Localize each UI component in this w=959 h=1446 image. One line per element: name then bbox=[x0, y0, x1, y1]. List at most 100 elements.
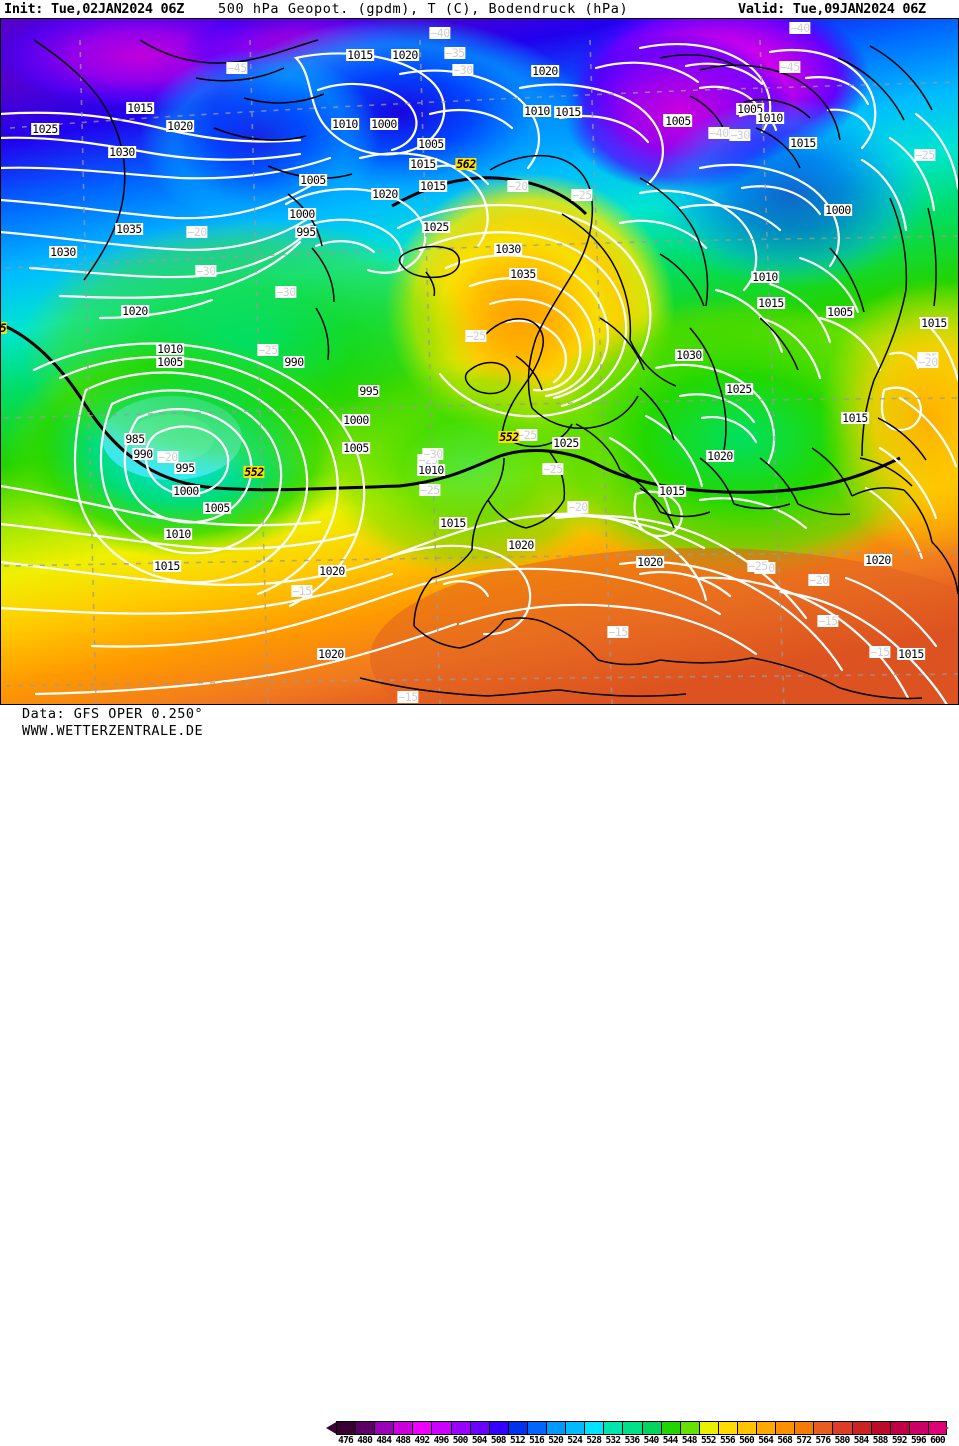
chart-header: Init: Tue,02JAN2024 06Z 500 hPa Geopot. … bbox=[0, 0, 959, 18]
colorbar-swatch bbox=[679, 1421, 699, 1435]
colorbar-tick: 584 bbox=[853, 1435, 870, 1446]
colorbar-tick: 516 bbox=[529, 1435, 545, 1446]
colorbar-tick: 492 bbox=[414, 1435, 431, 1446]
isobar-label: 1035 bbox=[115, 222, 143, 236]
colorbar-tick: 556 bbox=[720, 1435, 736, 1446]
colorbar-tick: 520 bbox=[548, 1435, 564, 1446]
colorbar-swatch bbox=[660, 1421, 680, 1435]
colorbar-swatch bbox=[813, 1421, 833, 1435]
temperature-label: −25 bbox=[465, 329, 487, 343]
isobar-label: 1020 bbox=[636, 555, 664, 569]
colorbar-swatch bbox=[908, 1421, 928, 1435]
isobar-label: 1020 bbox=[318, 564, 346, 578]
temperature-label: −15 bbox=[607, 625, 629, 639]
isobar-label: 995 bbox=[174, 461, 196, 475]
colorbar-swatch bbox=[526, 1421, 547, 1435]
colorbar-high-arrow bbox=[935, 1421, 949, 1435]
temperature-label: −30 bbox=[422, 447, 444, 461]
isobar-label: 1015 bbox=[153, 559, 181, 573]
temperature-label: −40 bbox=[429, 26, 451, 40]
isobar-label: 990 bbox=[132, 447, 154, 461]
isobar-label: 1015 bbox=[439, 516, 467, 530]
colorbar-tick: 508 bbox=[490, 1435, 507, 1446]
isobar-label: 1020 bbox=[531, 64, 559, 78]
header-product: 500 hPa Geopot. (gpdm), T (C), Bodendruc… bbox=[218, 1, 629, 17]
isobar-label: 985 bbox=[124, 432, 146, 446]
colorbar-tick: 496 bbox=[433, 1435, 450, 1446]
temperature-label: −20 bbox=[507, 179, 529, 193]
colorbar-tick: 480 bbox=[357, 1435, 373, 1446]
isobar-label: 1000 bbox=[342, 413, 370, 427]
isobar-label: 1020 bbox=[706, 449, 734, 463]
temperature-label: −15 bbox=[869, 645, 891, 659]
isobar-label: 1015 bbox=[409, 157, 437, 171]
colorbar-tick: 488 bbox=[395, 1435, 411, 1446]
colorbar-tick: 536 bbox=[624, 1435, 641, 1446]
isobar-label: 1020 bbox=[391, 48, 419, 62]
colorbar-swatch bbox=[622, 1421, 642, 1435]
isobar-label: 1015 bbox=[554, 105, 582, 119]
colorbar-tick: 524 bbox=[567, 1435, 583, 1446]
isobar-label: 1020 bbox=[121, 304, 149, 318]
temperature-label: −20 bbox=[808, 573, 830, 587]
isobar-label: 1015 bbox=[346, 48, 374, 62]
geopotential-label: 552 bbox=[498, 430, 520, 444]
isobar-label: 1010 bbox=[417, 463, 445, 477]
isobar-label: 1015 bbox=[920, 316, 948, 330]
isobar-label: 1015 bbox=[126, 101, 154, 115]
colorbar-swatch bbox=[889, 1421, 909, 1435]
geopotential-temperature-field bbox=[0, 18, 959, 705]
isobar-label: 1005 bbox=[342, 441, 370, 455]
isobar-label: 1020 bbox=[507, 538, 535, 552]
colorbar-swatch bbox=[546, 1421, 566, 1435]
geopotential-label: 562 bbox=[455, 157, 477, 171]
header-valid: Valid: Tue,09JAN2024 06Z bbox=[738, 1, 926, 17]
colorbar[interactable] bbox=[336, 1421, 947, 1435]
temperature-label: −20 bbox=[917, 355, 939, 369]
isobar-label: 1010 bbox=[156, 342, 184, 356]
colorbar-tick: 500 bbox=[452, 1435, 469, 1446]
colorbar-swatch bbox=[641, 1421, 661, 1435]
colorbar-swatch bbox=[603, 1421, 623, 1435]
isobar-label: 1010 bbox=[751, 270, 779, 284]
temperature-label: −25 bbox=[516, 428, 538, 442]
temperature-label: −25 bbox=[419, 483, 441, 497]
colorbar-tick: 600 bbox=[930, 1435, 946, 1446]
isobar-label: 1030 bbox=[108, 145, 136, 159]
isobar-label: 1030 bbox=[494, 242, 522, 256]
colorbar-tick: 504 bbox=[471, 1435, 488, 1446]
temperature-label: −25 bbox=[542, 462, 564, 476]
isobar-label: 1025 bbox=[422, 220, 450, 234]
colorbar-swatch bbox=[393, 1421, 413, 1435]
temperature-label: −40 bbox=[789, 21, 811, 35]
colorbar-swatch bbox=[374, 1421, 394, 1435]
colorbar-tick: 596 bbox=[910, 1435, 927, 1446]
isobar-label: 1015 bbox=[897, 647, 925, 661]
temperature-label: −20 bbox=[157, 450, 179, 464]
temperature-label: −35 bbox=[444, 46, 466, 60]
weather-map-canvas[interactable]: 1015 1025 1030 1035 1030 1020 1015 1020 1020 1010… bbox=[0, 18, 959, 705]
isobar-label: 1025 bbox=[552, 436, 580, 450]
temperature-label: −40 bbox=[708, 126, 730, 140]
isobar-label: 1030 bbox=[49, 245, 77, 259]
isobar-label: 1020 bbox=[864, 553, 892, 567]
data-source-label: Data: GFS OPER 0.250° bbox=[22, 706, 204, 722]
isobar-label: 1010 bbox=[756, 111, 784, 125]
colorbar-tick: 476 bbox=[338, 1435, 354, 1446]
colorbar-tick-labels: 476 480 484 488 492 496 500 504 508 512 516 520 524 5… bbox=[330, 1435, 959, 1446]
temperature-label: −25 bbox=[571, 188, 593, 202]
colorbar-swatch bbox=[717, 1421, 737, 1435]
colorbar-tick: 544 bbox=[662, 1435, 679, 1446]
colorbar-tick: 560 bbox=[739, 1435, 755, 1446]
colorbar-swatch bbox=[488, 1421, 508, 1435]
colorbar-tick: 588 bbox=[872, 1435, 889, 1446]
colorbar-tick: 568 bbox=[777, 1435, 793, 1446]
isobar-label: 1000 bbox=[172, 484, 200, 498]
isobar-label: 1005 bbox=[664, 114, 692, 128]
colorbar-tick: 512 bbox=[510, 1435, 526, 1446]
isobar-label: 1005 bbox=[417, 137, 445, 151]
isobar-label: 1015 bbox=[658, 484, 686, 498]
colorbar-tick: 564 bbox=[758, 1435, 774, 1446]
isobar-label: 1030 bbox=[675, 348, 703, 362]
